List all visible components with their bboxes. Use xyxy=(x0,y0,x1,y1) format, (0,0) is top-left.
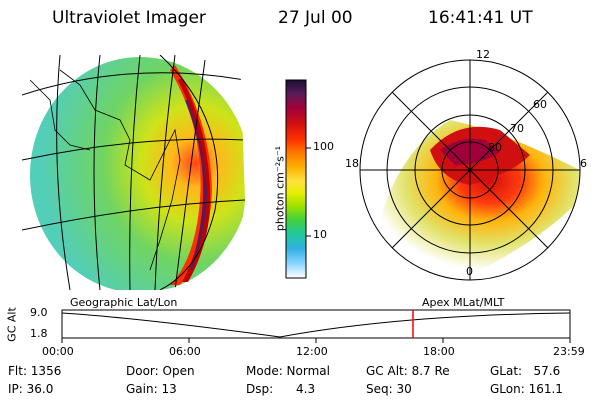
status-gc-alt: GC Alt: 8.7 Re xyxy=(366,364,450,378)
date-label: 27 Jul 00 xyxy=(278,8,353,28)
colorbar-unit-label: photon cm⁻²s⁻¹ xyxy=(273,145,287,232)
y-tick-1-8: 1.8 xyxy=(30,327,48,340)
status-ip: IP: 36.0 xyxy=(8,382,54,396)
mlt-label-0: 0 xyxy=(466,265,473,278)
geographic-image xyxy=(22,55,245,290)
lat-label-70: 70 xyxy=(510,122,524,135)
status-door: Door: Open xyxy=(126,364,195,378)
status-mode: Mode: Normal xyxy=(246,364,330,378)
mlt-label-6: 6 xyxy=(580,157,587,170)
mlt-label-18: 18 xyxy=(345,157,359,170)
instrument-title: Ultraviolet Imager xyxy=(52,8,206,28)
x-tick-1800: 18:00 xyxy=(423,345,455,358)
status-glon: GLon: 161.1 xyxy=(490,382,563,396)
x-tick-1200: 12:00 xyxy=(296,345,328,358)
lat-label-80: 80 xyxy=(488,141,502,154)
polar-image xyxy=(359,59,581,281)
polar-label: Apex MLat/MLT xyxy=(422,296,505,309)
altitude-plot xyxy=(61,309,571,343)
lat-label-60: 60 xyxy=(533,98,547,111)
gc-alt-axis-label: GC Alt xyxy=(5,307,19,342)
status-glat: GLat: 57.6 xyxy=(490,364,561,378)
status-gain: Gain: 13 xyxy=(126,382,177,396)
geographic-label: Geographic Lat/Lon xyxy=(70,296,178,309)
colorbar-tick-100: 100 xyxy=(313,140,334,153)
status-seq: Seq: 30 xyxy=(366,382,412,396)
colorbar xyxy=(285,79,311,279)
x-tick-0000: 00:00 xyxy=(42,345,74,358)
x-tick-2359: 23:59 xyxy=(553,345,585,358)
status-dsp: Dsp: 4.3 xyxy=(246,382,316,396)
mlt-label-12: 12 xyxy=(476,48,490,61)
colorbar-tick-10: 10 xyxy=(313,228,327,241)
status-flt: Flt: 1356 xyxy=(8,364,62,378)
time-label: 16:41:41 UT xyxy=(428,8,533,28)
x-tick-0600: 06:00 xyxy=(169,345,201,358)
y-tick-9: 9.0 xyxy=(30,306,48,319)
